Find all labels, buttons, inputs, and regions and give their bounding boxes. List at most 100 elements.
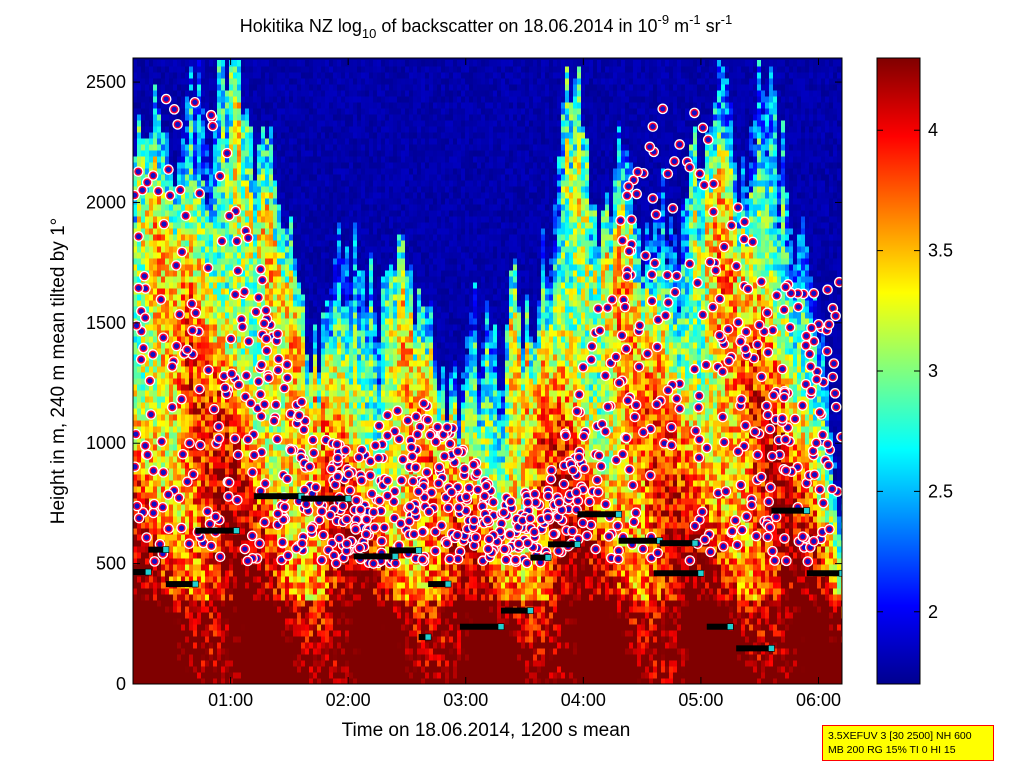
heatmap-cell [257, 162, 262, 169]
heatmap-cell [269, 672, 274, 679]
heatmap-cell [249, 576, 254, 583]
heatmap-cell [317, 528, 322, 535]
heatmap-cell [249, 360, 254, 367]
heatmap-cell [141, 300, 146, 307]
heatmap-cell [165, 348, 170, 355]
heatmap-cell [205, 288, 210, 295]
heatmap-cell [173, 534, 178, 541]
heatmap-cell [181, 306, 186, 313]
heatmap-cell [249, 672, 254, 679]
heatmap-cell [317, 600, 322, 607]
heatmap-cell [157, 678, 162, 684]
heatmap-cell [245, 648, 250, 655]
heatmap-cell [161, 630, 166, 637]
heatmap-cell [301, 408, 306, 415]
heatmap-cell [173, 324, 178, 331]
heatmap-cell [157, 618, 162, 625]
heatmap-cell [161, 612, 166, 619]
heatmap-cell [165, 258, 170, 265]
heatmap-cell [197, 282, 202, 289]
heatmap-cell [185, 60, 190, 67]
heatmap-cell [161, 72, 166, 79]
heatmap-cell [265, 96, 270, 103]
heatmap-cell [293, 342, 298, 349]
heatmap-cell [189, 492, 194, 499]
heatmap-cell [277, 234, 282, 241]
heatmap-cell [201, 108, 206, 115]
heatmap-cell [229, 516, 234, 523]
heatmap-cell [189, 516, 194, 523]
heatmap-cell [237, 156, 242, 163]
heatmap-cell [225, 606, 230, 613]
heatmap-cell [321, 660, 326, 667]
heatmap-cell [321, 336, 326, 343]
heatmap-cell [253, 444, 258, 451]
heatmap-cell [309, 114, 314, 121]
heatmap-cell [193, 432, 198, 439]
heatmap-cell [189, 660, 194, 667]
heatmap-cell [257, 444, 262, 451]
heatmap-cell [213, 600, 218, 607]
heatmap-cell [289, 210, 294, 217]
heatmap-cell [153, 384, 158, 391]
heatmap-cell [285, 228, 290, 235]
heatmap-cell [253, 114, 258, 121]
heatmap-cell [217, 72, 222, 79]
heatmap-cell [197, 594, 202, 601]
heatmap-cell [293, 522, 298, 529]
heatmap-cell [265, 618, 270, 625]
heatmap-cell [169, 390, 174, 397]
heatmap-cell [145, 384, 150, 391]
heatmap-cell [213, 468, 218, 475]
heatmap-cell [229, 660, 234, 667]
heatmap-cell [245, 540, 250, 547]
heatmap-cell [217, 462, 222, 469]
heatmap-cell [201, 396, 206, 403]
heatmap-cell [141, 72, 146, 79]
heatmap-cell [321, 462, 326, 469]
heatmap-cell [145, 306, 150, 313]
heatmap-cell [269, 252, 274, 259]
heatmap-cell [321, 426, 326, 433]
heatmap-cell [281, 138, 286, 145]
heatmap-cell [165, 282, 170, 289]
heatmap-cell [161, 318, 166, 325]
heatmap-cell [321, 618, 326, 625]
heatmap-cell [205, 402, 210, 409]
heatmap-cell [225, 630, 230, 637]
heatmap-cell [193, 132, 198, 139]
heatmap-cell [293, 312, 298, 319]
heatmap-cell [293, 618, 298, 625]
heatmap-cell [181, 486, 186, 493]
heatmap-cell [257, 174, 262, 181]
heatmap-cell [189, 360, 194, 367]
heatmap-cell [281, 186, 286, 193]
heatmap-cell [193, 366, 198, 373]
heatmap-cell [137, 390, 142, 397]
heatmap-cell [189, 282, 194, 289]
heatmap-cell [241, 606, 246, 613]
heatmap-cell [293, 234, 298, 241]
heatmap-cell [265, 444, 270, 451]
heatmap-cell [133, 240, 138, 247]
heatmap-cell [225, 264, 230, 271]
heatmap-cell [133, 600, 138, 607]
heatmap-cell [161, 426, 166, 433]
heatmap-cell [249, 90, 254, 97]
heatmap-cell [289, 456, 294, 463]
heatmap-cell [153, 378, 158, 385]
heatmap-cell [177, 300, 182, 307]
heatmap-cell [309, 258, 314, 265]
heatmap-cell [205, 618, 210, 625]
heatmap-cell [153, 582, 158, 589]
heatmap-cell [305, 474, 310, 481]
heatmap-cell [185, 90, 190, 97]
heatmap-cell [241, 678, 246, 684]
heatmap-cell [173, 174, 178, 181]
heatmap-cell [241, 138, 246, 145]
heatmap-cell [269, 444, 274, 451]
heatmap-cell [217, 660, 222, 667]
heatmap-cell [193, 492, 198, 499]
heatmap-cell [249, 144, 254, 151]
heatmap-cell [313, 162, 318, 169]
